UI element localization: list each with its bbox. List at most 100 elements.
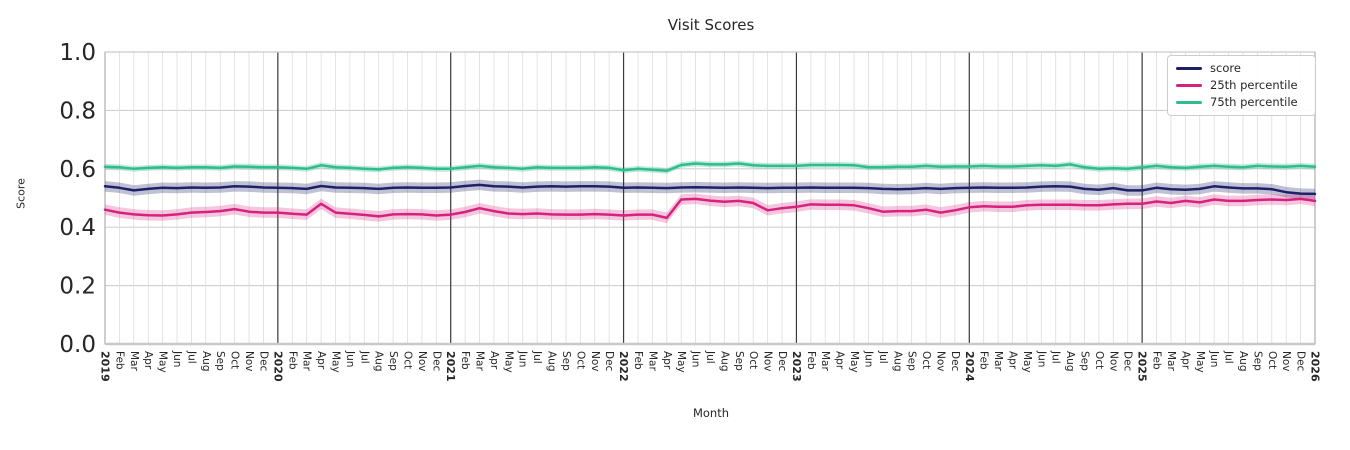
- chart-title: Visit Scores: [667, 16, 755, 34]
- x-tick-label: Mar: [992, 351, 1004, 371]
- legend-item-75th-percentile: 75th percentile: [1176, 95, 1307, 109]
- x-tick-label: 2019: [99, 351, 112, 382]
- x-tick-label: Feb: [459, 351, 471, 370]
- x-tick-label: Jul: [358, 350, 370, 364]
- x-tick-label: Oct: [747, 351, 759, 369]
- x-tick-label: Sep: [733, 351, 745, 371]
- x-tick-label: Mar: [646, 351, 658, 371]
- series-line-75th-percentile: [103, 162, 1317, 173]
- x-tick-label: Sep: [387, 351, 399, 371]
- score-line-swatch: [1176, 66, 1202, 70]
- x-tick-label: Oct: [574, 351, 586, 369]
- x-tick-label: Nov: [762, 351, 774, 372]
- month-gridlines: [104, 52, 1316, 344]
- x-tick-label: Jun: [1035, 350, 1047, 367]
- x-tick-label: Apr: [834, 351, 846, 370]
- legend-label-25th-percentile: 25th percentile: [1210, 78, 1298, 92]
- x-tick-label: Apr: [488, 351, 500, 370]
- legend-item-25th-percentile: 25th percentile: [1176, 78, 1307, 92]
- x-tick-label: Oct: [920, 351, 932, 369]
- x-tick-label: Sep: [214, 351, 226, 371]
- x-tick-label: Jul: [877, 350, 889, 364]
- y-tick-label: 0.8: [59, 98, 96, 124]
- x-tick-label: Jul: [704, 350, 716, 364]
- x-tick-label: Sep: [906, 351, 918, 371]
- series-band-75th-percentile: [105, 160, 1315, 174]
- x-tick-label: Dec: [1122, 351, 1134, 372]
- series-line-25th-percentile: [103, 197, 1317, 220]
- x-tick-label: Jul: [531, 350, 543, 364]
- x-tick-label: Apr: [661, 351, 673, 370]
- x-tick-label: 2026: [1309, 351, 1322, 382]
- x-tick-label: 2024: [963, 351, 976, 382]
- x-tick-label: Nov: [589, 351, 601, 372]
- x-tick-label: Jul: [1223, 350, 1235, 364]
- legend-label-75th-percentile: 75th percentile: [1210, 95, 1298, 109]
- x-tick-label: Feb: [978, 351, 990, 370]
- x-tick-label: May: [502, 351, 514, 373]
- x-tick-label: May: [157, 351, 169, 373]
- legend-item-score: score: [1176, 61, 1307, 75]
- x-tick-label: Dec: [430, 351, 442, 372]
- x-tick-label: Oct: [1093, 351, 1105, 369]
- legend-label-score: score: [1210, 61, 1241, 75]
- x-tick-label: 2025: [1136, 351, 1149, 382]
- x-tick-label: May: [675, 351, 687, 373]
- x-axis-label: Month: [692, 406, 730, 420]
- x-tick-label: Aug: [373, 351, 385, 372]
- x-tick-label: Feb: [113, 351, 125, 370]
- y-tick-label: 0.2: [59, 274, 96, 300]
- x-tick-label: Mar: [128, 351, 140, 371]
- y-tick-label: 0.4: [59, 215, 96, 241]
- x-tick-label: 2021: [444, 351, 457, 382]
- x-tick-labels: 2019 Feb Mar Apr May Jun Jul Aug Sep Oct Nov Dec 202…: [99, 350, 1322, 382]
- plot-spines: [104, 51, 1316, 346]
- x-tick-label: Sep: [560, 351, 572, 371]
- x-tick-label: Dec: [603, 351, 615, 372]
- y-tick-labels: 0.0 0.2 0.4 0.6 0.8 1.0: [59, 40, 96, 358]
- x-tick-label: Oct: [229, 351, 241, 369]
- y-axis-label: Score: [14, 178, 28, 209]
- x-tick-label: Dec: [1295, 351, 1307, 372]
- x-tick-label: Feb: [286, 351, 298, 370]
- x-tick-label: Jul: [185, 350, 197, 364]
- x-tick-label: Jun: [862, 350, 874, 367]
- series-band-25th-percentile: [105, 193, 1315, 224]
- x-tick-label: Jun: [517, 350, 529, 367]
- x-tick-label: Feb: [1151, 351, 1163, 370]
- x-tick-label: Dec: [949, 351, 961, 372]
- series-band-score: [105, 179, 1315, 200]
- y-tick-label: 0.0: [59, 332, 96, 358]
- x-tick-label: Oct: [1266, 351, 1278, 369]
- x-tick-label: Aug: [200, 351, 212, 372]
- x-tick-label: Aug: [1064, 351, 1076, 372]
- x-tick-label: Feb: [805, 351, 817, 370]
- x-tick-label: Feb: [632, 351, 644, 370]
- x-tick-label: Oct: [402, 351, 414, 369]
- x-tick-label: Nov: [243, 351, 255, 372]
- x-tick-label: Jul: [1050, 350, 1062, 364]
- x-tick-label: Jun: [171, 350, 183, 367]
- y-tick-label: 0.6: [59, 157, 96, 183]
- x-tick-label: May: [329, 351, 341, 373]
- x-tick-label: Aug: [891, 351, 903, 372]
- x-tick-label: May: [1194, 351, 1206, 373]
- x-tick-label: Jun: [1208, 350, 1220, 367]
- x-tick-label: Aug: [546, 351, 558, 372]
- x-tick-label: Aug: [718, 351, 730, 372]
- x-tick-label: Sep: [1079, 351, 1091, 371]
- x-tick-label: Nov: [416, 351, 428, 372]
- x-tick-label: Mar: [301, 351, 313, 371]
- x-tick-label: Nov: [1107, 351, 1119, 372]
- x-tick-label: May: [848, 351, 860, 373]
- x-tick-label: 2023: [790, 351, 803, 382]
- percentile75-line-swatch: [1176, 100, 1202, 104]
- x-tick-label: Apr: [315, 351, 327, 370]
- x-tick-label: Mar: [1165, 351, 1177, 371]
- x-tick-label: 2020: [271, 351, 284, 382]
- x-tick-label: Sep: [1251, 351, 1263, 371]
- y-tick-label: 1.0: [59, 40, 96, 66]
- x-tick-label: Apr: [142, 351, 154, 370]
